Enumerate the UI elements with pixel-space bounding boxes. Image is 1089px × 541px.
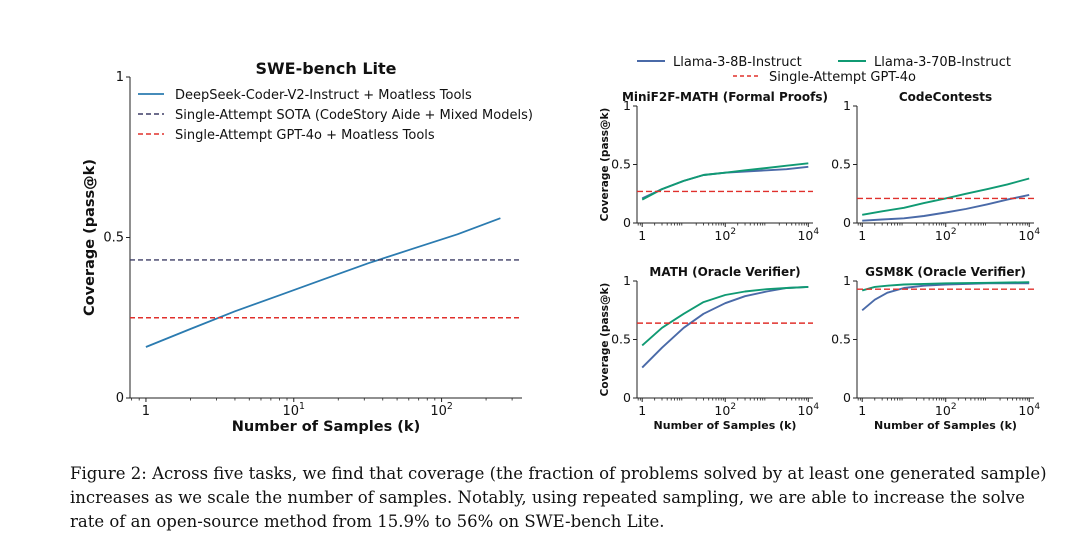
x-tick-label: 102: [935, 402, 957, 418]
x-tick-label: 102: [935, 227, 957, 243]
x-tick-label: 104: [1018, 227, 1040, 243]
x-tick-label: 1: [858, 228, 866, 243]
shared-legend: Llama-3-8B-Instruct Llama-3-70B-InstructS…: [637, 55, 1011, 85]
y-tick-label: 0.5: [611, 332, 631, 347]
series-line: [861, 282, 1030, 312]
legend-label: Single-Attempt GPT-4o: [769, 70, 916, 85]
y-tick-label: 1: [843, 98, 851, 113]
x-tick-label: 104: [1018, 402, 1040, 418]
series-line: [641, 165, 809, 200]
caption-text: Across five tasks, we find that coverage…: [70, 464, 1047, 531]
x-tick-label: 102: [714, 402, 736, 418]
x-axis-label: Number of Samples (k): [654, 419, 797, 432]
x-tick-label: 1: [638, 228, 646, 243]
series-line: [641, 162, 809, 201]
chart-title: GSM8K (Oracle Verifier): [865, 265, 1026, 279]
legend-label: DeepSeek-Coder-V2-Instruct + Moatless To…: [175, 88, 472, 103]
y-tick-label: 0.5: [831, 157, 851, 172]
x-axis-label: Number of Samples (k): [232, 419, 420, 435]
x-tick-label: 1: [858, 403, 866, 418]
series-line: [145, 217, 501, 348]
y-tick-label: 0: [843, 215, 851, 230]
y-tick-label: 0: [116, 391, 124, 406]
y-tick-label: 0.5: [611, 157, 631, 172]
chart-gsm8k: 0 0.5 1 1 102 104 GSM8K (Oracle Verifier) Numbe…: [831, 265, 1040, 432]
y-tick-label: 1: [623, 273, 631, 288]
chart-swe: 0 0.5 1 1 101 102 SWE-bench Lite Number of Samp…: [82, 59, 533, 435]
x-tick-label: 104: [797, 402, 819, 418]
caption-label: Figure 2:: [70, 464, 147, 483]
legend-label: Single-Attempt SOTA (CodeStory Aide + Mi…: [175, 108, 533, 123]
chart-title: MATH (Oracle Verifier): [649, 265, 800, 279]
y-tick-label: 0: [623, 215, 631, 230]
x-tick-label: 104: [797, 227, 819, 243]
x-axis-label: Number of Samples (k): [874, 419, 1017, 432]
chart-minif2f: 0 0.5 1 1 102 104 MiniF2F-MATH (Formal Proofs)…: [599, 90, 828, 243]
x-tick-label: 102: [714, 227, 736, 243]
legend-label: Llama-3-8B-Instruct: [673, 55, 802, 70]
y-tick-label: 0: [843, 390, 851, 405]
y-tick-label: 0.5: [103, 231, 124, 246]
x-tick-label: 1: [142, 404, 150, 419]
legend-label: Single-Attempt GPT-4o + Moatless Tools: [175, 128, 435, 143]
chart-title: SWE-bench Lite: [255, 59, 396, 78]
chart-codecontests: 0 0.5 1 1 102 104 CodeContests: [831, 90, 1040, 243]
x-tick-label: 102: [430, 401, 453, 419]
series-line: [641, 285, 809, 347]
y-axis-label: Coverage (pass@k): [599, 283, 611, 397]
series-line: [641, 285, 809, 369]
series-line: [861, 281, 1030, 292]
legend-label: Llama-3-70B-Instruct: [874, 55, 1011, 70]
y-tick-label: 0.5: [831, 332, 851, 347]
y-tick-label: 1: [623, 98, 631, 113]
y-tick-label: 1: [843, 273, 851, 288]
chart-math: 0 0.5 1 1 102 104 MATH (Oracle Verifier) Number…: [599, 265, 819, 432]
series-line: [862, 177, 1030, 216]
y-tick-label: 0: [623, 390, 631, 405]
chart-title: MiniF2F-MATH (Formal Proofs): [622, 90, 828, 104]
y-axis-label: Coverage (pass@k): [82, 159, 98, 316]
x-tick-label: 101: [283, 401, 306, 419]
y-axis-label: Coverage (pass@k): [599, 108, 611, 222]
chart-title: CodeContests: [899, 90, 992, 104]
series-line: [862, 193, 1030, 222]
figure-caption: Figure 2: Across five tasks, we find tha…: [70, 462, 1055, 534]
y-tick-label: 1: [116, 70, 124, 85]
x-tick-label: 1: [638, 403, 646, 418]
